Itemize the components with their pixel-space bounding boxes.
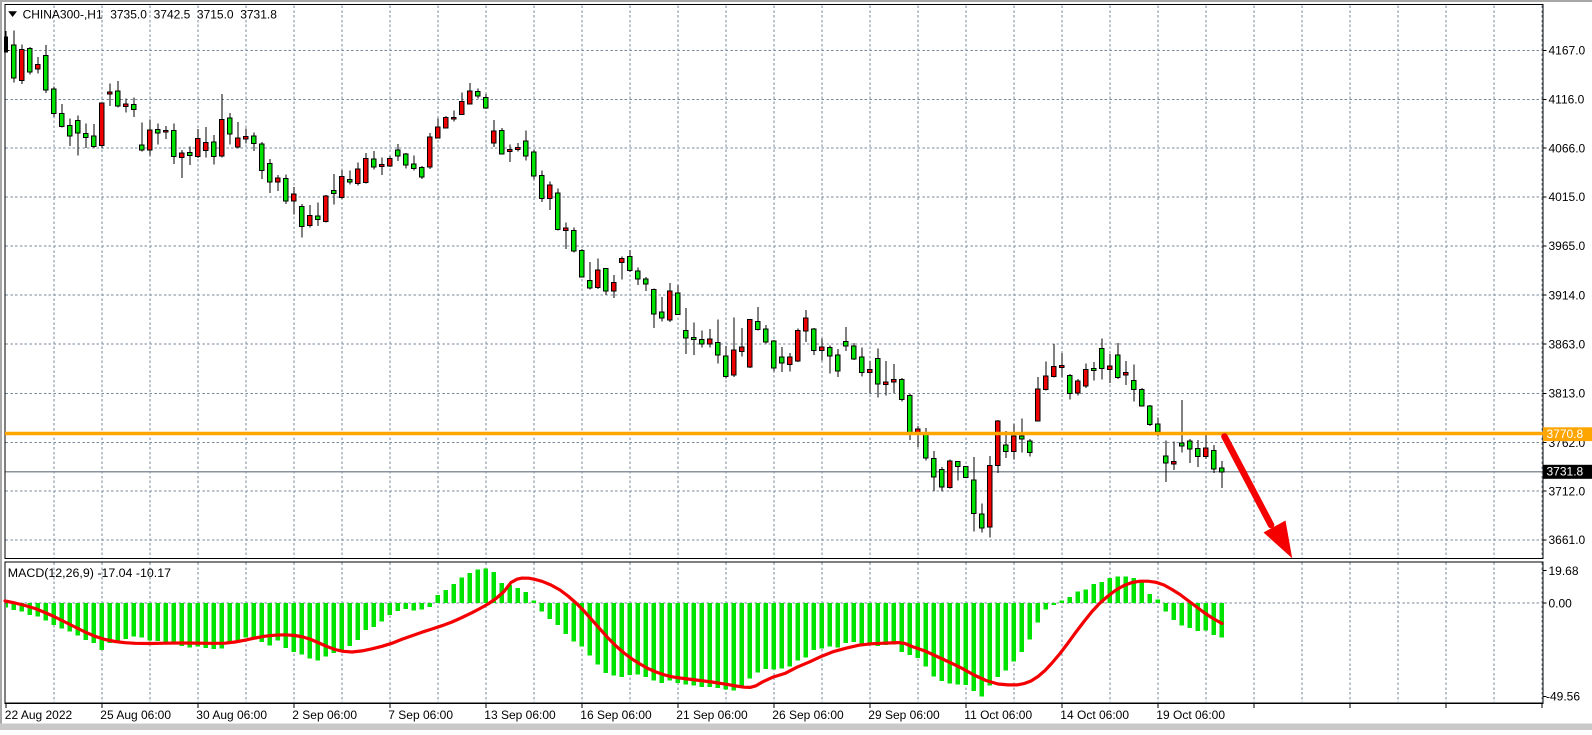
svg-text:25 Aug 06:00: 25 Aug 06:00 xyxy=(100,708,171,722)
svg-text:3914.0: 3914.0 xyxy=(1549,289,1586,303)
svg-text:16 Sep 06:00: 16 Sep 06:00 xyxy=(580,708,652,722)
svg-text:26 Sep 06:00: 26 Sep 06:00 xyxy=(772,708,844,722)
svg-text:3770.8: 3770.8 xyxy=(1547,427,1584,441)
svg-text:3813.0: 3813.0 xyxy=(1549,387,1586,401)
svg-text:4167.0: 4167.0 xyxy=(1549,44,1586,58)
svg-text:3661.0: 3661.0 xyxy=(1549,533,1586,547)
svg-text:3715.0: 3715.0 xyxy=(197,8,234,22)
svg-text:0.00: 0.00 xyxy=(1549,597,1573,611)
svg-text:3731.8: 3731.8 xyxy=(1547,465,1584,479)
svg-text:22 Aug 2022: 22 Aug 2022 xyxy=(5,708,73,722)
svg-text:13 Sep 06:00: 13 Sep 06:00 xyxy=(484,708,556,722)
svg-text:2 Sep 06:00: 2 Sep 06:00 xyxy=(292,708,357,722)
svg-text:3965.0: 3965.0 xyxy=(1549,239,1586,253)
svg-text:7 Sep 06:00: 7 Sep 06:00 xyxy=(388,708,453,722)
svg-text:4066.0: 4066.0 xyxy=(1549,142,1586,156)
svg-text:4116.0: 4116.0 xyxy=(1549,93,1585,107)
svg-text:3735.0: 3735.0 xyxy=(110,8,147,22)
svg-text:4015.0: 4015.0 xyxy=(1549,190,1586,204)
svg-text:29 Sep 06:00: 29 Sep 06:00 xyxy=(868,708,940,722)
svg-text:3742.5: 3742.5 xyxy=(154,8,191,22)
svg-text:3863.0: 3863.0 xyxy=(1549,338,1586,352)
svg-text:19.68: 19.68 xyxy=(1549,564,1579,578)
svg-text:11 Oct 06:00: 11 Oct 06:00 xyxy=(964,708,1032,722)
svg-text:30 Aug 06:00: 30 Aug 06:00 xyxy=(196,708,267,722)
svg-text:14 Oct 06:00: 14 Oct 06:00 xyxy=(1060,708,1129,722)
svg-text:MACD(12,26,9) -17.04 -10.17: MACD(12,26,9) -17.04 -10.17 xyxy=(8,566,171,580)
svg-text:3712.0: 3712.0 xyxy=(1549,484,1586,498)
svg-text:19 Oct 06:00: 19 Oct 06:00 xyxy=(1156,708,1225,722)
svg-text:21 Sep 06:00: 21 Sep 06:00 xyxy=(676,708,748,722)
svg-text:3731.8: 3731.8 xyxy=(240,8,277,22)
svg-text:CHINA300-,H1: CHINA300-,H1 xyxy=(23,8,103,22)
svg-text:-49.56: -49.56 xyxy=(1546,690,1580,704)
